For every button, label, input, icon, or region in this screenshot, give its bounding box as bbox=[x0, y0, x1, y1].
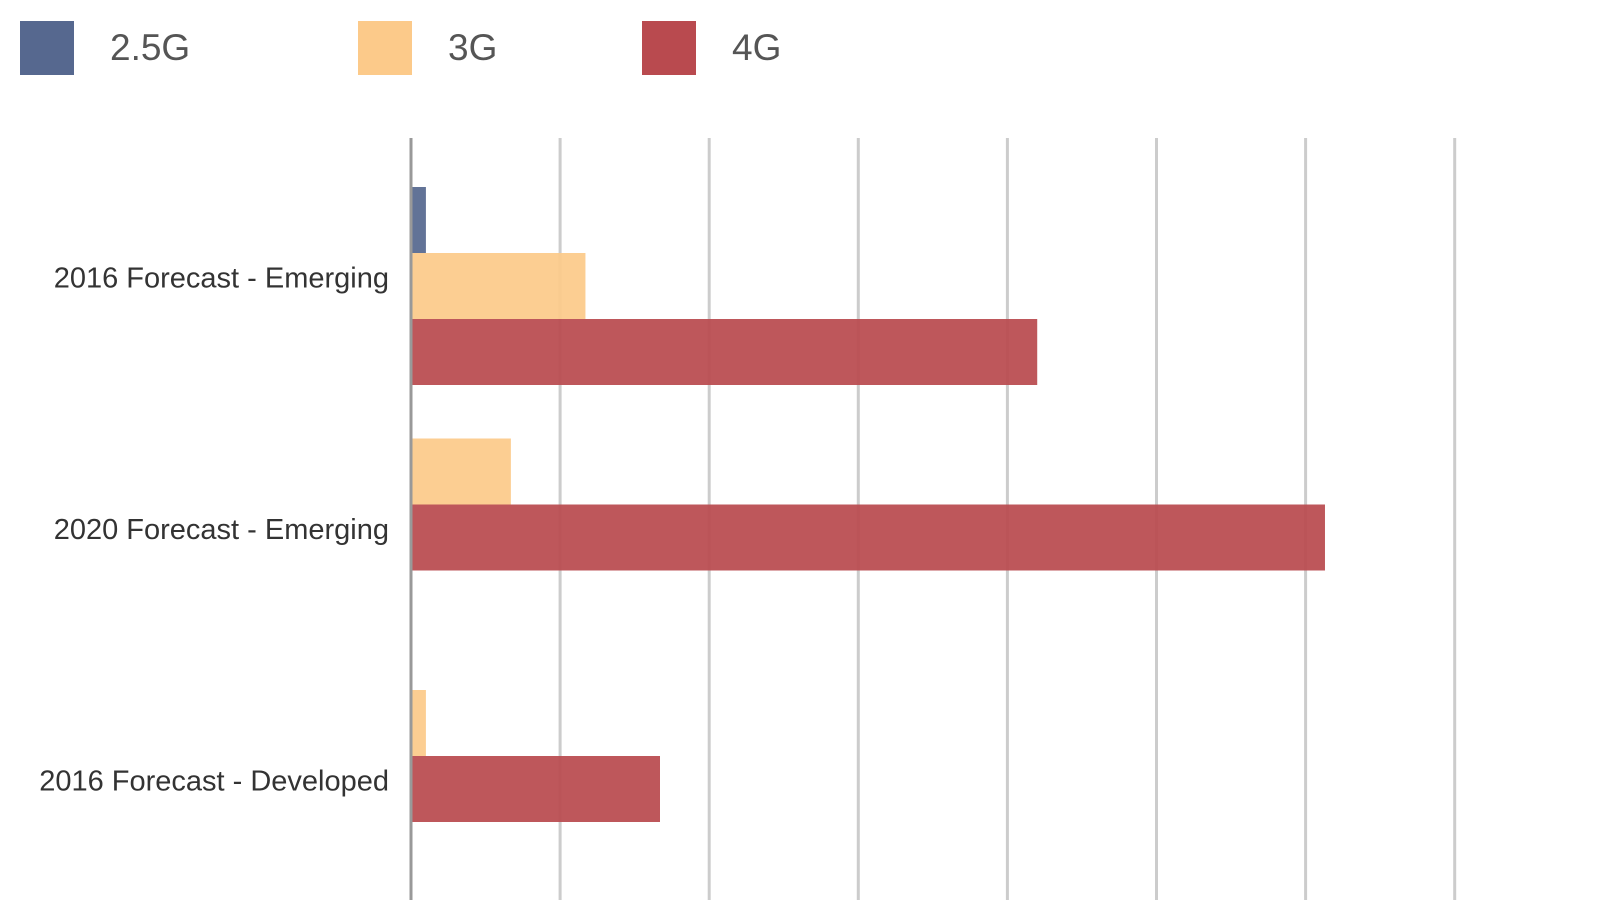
legend-item-2-5g[interactable]: 2.5G bbox=[20, 21, 358, 75]
legend-label-4g: 4G bbox=[732, 27, 782, 68]
category-label-2016-forecast-emerging: 2016 Forecast - Emerging bbox=[54, 263, 389, 295]
legend-label-3g: 3G bbox=[448, 27, 498, 68]
bar-3g-2020-forecast-emerging[interactable] bbox=[411, 438, 511, 505]
category-label-2016-forecast-developed: 2016 Forecast - Developed bbox=[39, 766, 389, 798]
legend-swatch-3g bbox=[358, 21, 412, 75]
legend-swatch-2-5g bbox=[20, 21, 74, 75]
legend-item-3g[interactable]: 3G bbox=[358, 21, 642, 75]
category-labels: 2016 Forecast - Emerging 2020 Forecast - … bbox=[39, 263, 389, 798]
bar-3g-2016-forecast-emerging[interactable] bbox=[411, 253, 586, 319]
bar-4g-2016-forecast-emerging[interactable] bbox=[411, 319, 1038, 385]
legend-label-2-5g: 2.5G bbox=[110, 27, 191, 68]
bars bbox=[411, 187, 1325, 822]
bar-3g-2016-forecast-developed[interactable] bbox=[411, 690, 426, 756]
category-label-2020-forecast-emerging: 2020 Forecast - Emerging bbox=[54, 514, 389, 546]
legend-swatch-4g bbox=[642, 21, 696, 75]
legend: 2.5G 3G 4G bbox=[20, 20, 842, 76]
bar-2-5g-2016-forecast-emerging[interactable] bbox=[411, 187, 426, 253]
bar-4g-2016-forecast-developed[interactable] bbox=[411, 756, 660, 822]
bar-4g-2020-forecast-emerging[interactable] bbox=[411, 504, 1325, 571]
legend-item-4g[interactable]: 4G bbox=[642, 21, 842, 75]
